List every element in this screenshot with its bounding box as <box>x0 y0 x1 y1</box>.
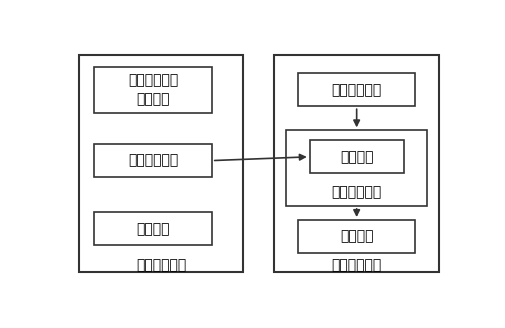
Bar <box>94 144 212 177</box>
Text: 专家系统: 专家系统 <box>340 150 373 164</box>
Text: 局部时钟模块: 局部时钟模块 <box>128 154 178 168</box>
Text: 看守模块: 看守模块 <box>136 222 170 236</box>
Bar <box>310 140 403 173</box>
Bar <box>79 54 243 272</box>
Text: 前台测试系统: 前台测试系统 <box>331 83 382 97</box>
Text: 后台处理系统: 后台处理系统 <box>331 185 382 199</box>
Text: 电网仿真系统: 电网仿真系统 <box>136 258 186 272</box>
Bar <box>298 73 415 106</box>
Bar <box>298 220 415 253</box>
Text: 测试终端: 测试终端 <box>340 229 373 243</box>
Text: 外部控制事件
输入模块: 外部控制事件 输入模块 <box>128 74 178 106</box>
Bar <box>275 54 439 272</box>
Text: 电网测试系统: 电网测试系统 <box>331 258 382 272</box>
Bar <box>286 130 427 206</box>
Bar <box>94 212 212 245</box>
Bar <box>94 67 212 113</box>
